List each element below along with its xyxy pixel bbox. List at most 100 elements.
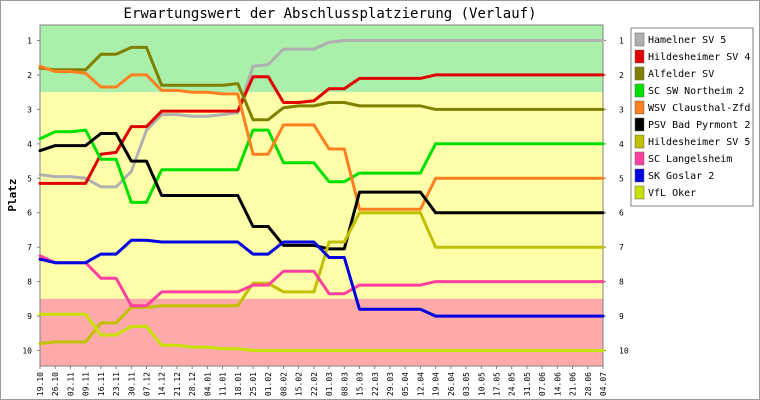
x-tick-label: 08.03 (340, 372, 349, 396)
legend-label: Hildesheimer SV 4 (648, 52, 750, 63)
y-tick-right: 6 (619, 209, 624, 218)
x-tick-label: 23.11 (112, 372, 121, 396)
y-tick-left: 8 (27, 278, 32, 287)
x-tick-label: 08.02 (279, 372, 288, 396)
x-tick-label: 15.03 (356, 372, 365, 396)
grid-lines (37, 24, 606, 369)
legend-label: Hamelner SV 5 (648, 35, 726, 46)
y-tick-right: 9 (619, 312, 624, 321)
y-tick-labels-left: 1 2 3 4 5 6 7 8 9 10 (22, 37, 32, 356)
plot-border (39, 24, 604, 367)
legend-label: SC SW Northeim 2 (648, 86, 744, 97)
legend-swatch (634, 117, 645, 132)
series-line-4 (38, 64, 605, 211)
series-line-9 (38, 312, 605, 352)
series-lines (38, 39, 605, 352)
x-tick-label: 28.06 (584, 372, 593, 396)
x-tick-label: 11.01 (219, 372, 228, 396)
band-relegation (40, 298, 603, 366)
series-line-7 (38, 254, 605, 308)
legend-swatch (634, 66, 645, 81)
ranking-bands (40, 25, 603, 366)
series-line-5 (38, 132, 605, 251)
legend-label: PSV Bad Pyrmont 2 (648, 120, 750, 131)
legend-swatch (634, 168, 645, 183)
x-tick-label: 24.05 (508, 372, 517, 396)
y-tick-left: 5 (27, 174, 32, 183)
legend-swatch (634, 151, 645, 166)
x-tick-label: 14.12 (158, 372, 167, 396)
x-tick-label: 21.06 (569, 372, 578, 396)
x-tick-label: 04.01 (203, 372, 212, 396)
series-line-6 (38, 211, 605, 346)
legend-swatch (634, 185, 645, 200)
legend-label: VfL Oker (648, 188, 696, 199)
x-tick-label: 22.02 (310, 372, 319, 396)
x-tick-labels: 19.10 26.10 02.11 09.11 16.11 23.11 30.11 07.12… (36, 372, 608, 396)
x-tick-label: 18.01 (234, 372, 243, 396)
x-tick-label: 09.11 (82, 372, 91, 396)
y-tick-left: 9 (27, 312, 32, 321)
y-tick-right: 8 (619, 278, 624, 287)
y-tick-left: 3 (27, 105, 32, 114)
x-tick-label: 22.03 (371, 372, 380, 396)
y-tick-left: 1 (27, 37, 32, 46)
x-tick-label: 07.06 (538, 372, 547, 396)
x-tick-label: 30.11 (127, 372, 136, 396)
x-tick-label: 16.11 (97, 372, 106, 396)
series-line-3 (38, 128, 605, 204)
series-line-0 (38, 39, 605, 189)
y-tick-labels-right: 1 2 3 4 5 6 7 8 9 10 (619, 37, 629, 356)
x-tick-label: 10.05 (477, 372, 486, 396)
legend-label: SK Goslar 2 (648, 171, 714, 182)
x-tick-label: 19.10 (36, 372, 45, 396)
legend-swatch (634, 134, 645, 149)
y-tick-right: 10 (619, 347, 629, 356)
legend-box (630, 27, 754, 207)
x-tick-label: 12.04 (416, 372, 425, 396)
legend-swatch (634, 83, 645, 98)
x-tick-label: 14.06 (553, 372, 562, 396)
series-line-1 (38, 73, 605, 185)
y-axis-label: Platz (6, 178, 19, 211)
y-tick-left: 10 (22, 347, 32, 356)
y-tick-right: 4 (619, 140, 624, 149)
y-tick-left: 6 (27, 209, 32, 218)
x-tick-label: 26.10 (51, 372, 60, 396)
y-tick-left: 7 (27, 243, 32, 252)
x-tick-label: 28.12 (188, 372, 197, 396)
y-tick-right: 2 (619, 71, 624, 80)
y-tick-left: 2 (27, 71, 32, 80)
series-line-8 (38, 238, 605, 318)
x-tick-label: 25.01 (249, 372, 258, 396)
y-tick-right: 1 (619, 37, 624, 46)
y-tick-right: 3 (619, 105, 624, 114)
series-line-2 (38, 45, 605, 122)
chart-title: Erwartungswert der Abschlussplatzierung … (123, 6, 536, 22)
x-tick-label: 17.05 (492, 372, 501, 396)
x-tick-label: 05.04 (401, 372, 410, 396)
legend-swatch (634, 32, 645, 47)
x-tick-label: 15.02 (295, 372, 304, 396)
legend-label: SC Langelsheim (648, 154, 732, 165)
x-tick-label: 01.02 (264, 372, 273, 396)
y-tick-right: 5 (619, 174, 624, 183)
x-tick-label: 26.04 (447, 372, 456, 396)
legend-label: Hildesheimer SV 5 (648, 137, 750, 148)
legend-label: Alfelder SV (648, 69, 714, 80)
legend-swatch (634, 100, 645, 115)
y-tick-right: 7 (619, 243, 624, 252)
legend: Hamelner SV 5 Hildesheimer SV 4 Alfelder S… (630, 27, 754, 207)
x-tick-label: 03.05 (462, 372, 471, 396)
x-tick-label: 07.12 (143, 372, 152, 396)
x-tick-label: 21.12 (173, 372, 182, 396)
band-promotion (40, 25, 603, 93)
legend-swatch (634, 49, 645, 64)
x-tick-label: 31.05 (523, 372, 532, 396)
x-tick-label: 02.11 (66, 372, 75, 396)
x-tick-label: 04.07 (599, 372, 608, 396)
x-tick-label: 01.03 (325, 372, 334, 396)
x-tick-label: 29.03 (386, 372, 395, 396)
y-tick-left: 4 (27, 140, 32, 149)
